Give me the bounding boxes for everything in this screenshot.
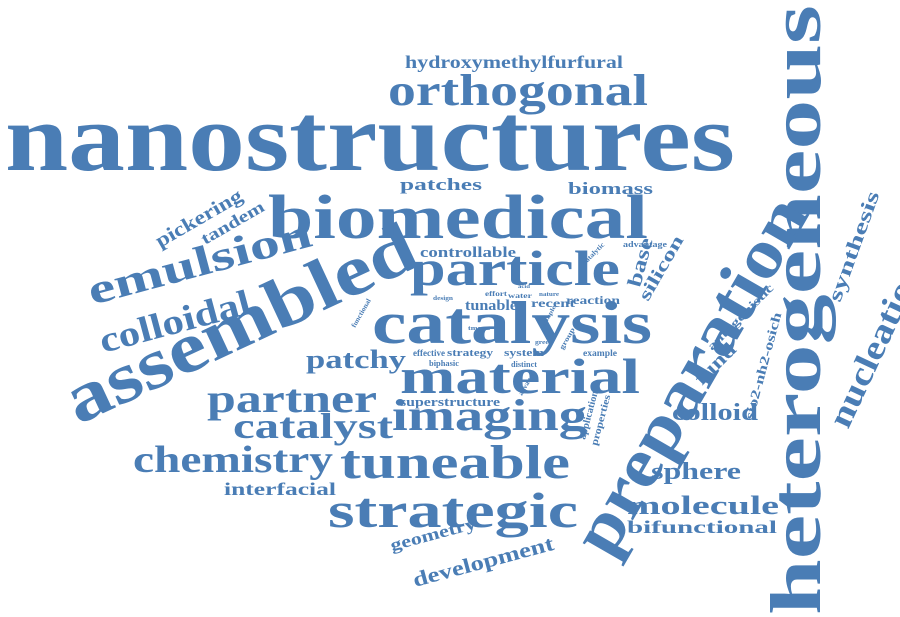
word-patches: patches [400,175,483,194]
word-acid: acid [518,285,530,290]
word-superstructure: superstructure [400,394,500,409]
word-strategy: strategy [447,347,494,359]
word-orthogonal: orthogonal [388,66,648,115]
word-nature: nature [539,292,559,298]
word-system: system [504,347,544,359]
word-biomass: biomass [568,179,654,198]
word-effort: effort [485,290,508,298]
word-distinct: distinct [511,360,537,369]
word-interfacial: interfacial [224,479,336,499]
word-design: design [433,296,454,302]
word-molecule: molecule [627,491,779,520]
word-advantage: advantage [623,240,668,249]
word-sphere: sphere [651,459,741,485]
word-biphasic: biphasic [429,359,459,368]
word-water: water [508,292,532,300]
word-patchy: patchy [306,345,406,374]
word-example: example [583,348,617,358]
word-tmopa: tmopa [468,326,490,332]
word-reaction: reaction [566,293,620,307]
word-catalyst: catalyst [233,406,393,446]
word-effective: effective [413,348,445,358]
word-bifunctional: bifunctional [627,517,777,537]
word-controllable: controllable [420,245,516,261]
word-tunable: tunable [465,298,517,314]
word-green: green [535,340,554,346]
word-hydroxymethylfurfural: hydroxymethylfurfural [405,52,623,72]
